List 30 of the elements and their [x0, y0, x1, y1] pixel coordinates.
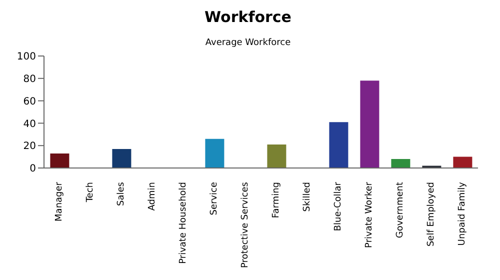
bar: [453, 156, 472, 168]
y-tick-label: 20: [23, 141, 36, 152]
bar: [360, 80, 380, 168]
y-tick-label: 60: [23, 96, 36, 108]
bar: [391, 159, 410, 168]
x-tick-label: Tech: [86, 182, 96, 204]
chart-title: Workforce: [204, 8, 292, 28]
x-tick-label: Private Worker: [364, 182, 374, 248]
x-tick-label: Government: [396, 182, 406, 238]
x-tick-label: Manager: [54, 182, 64, 222]
x-tick-label: Private Household: [178, 182, 188, 264]
bar: [329, 122, 348, 168]
bar: [112, 148, 132, 168]
x-tick-label: Protective Services: [240, 182, 250, 268]
bar: [205, 138, 224, 168]
x-tick-label: Blue-Collar: [334, 182, 344, 232]
chart-subtitle: Average Workforce: [204, 38, 292, 50]
x-tick-label: Skilled: [302, 182, 312, 212]
x-tick-label: Self Employed: [426, 182, 436, 247]
x-tick-label: Sales: [116, 182, 126, 206]
x-tick-label: Unpaid Family: [458, 181, 468, 246]
x-tick-label: Farming: [272, 182, 282, 218]
x-tick-label: Service: [210, 182, 220, 216]
x-tick-label: Admin: [148, 182, 158, 211]
y-tick-label: 100: [16, 52, 36, 63]
bar: [50, 153, 70, 168]
y-tick-label: 80: [23, 74, 36, 85]
y-tick-label: 40: [23, 118, 36, 130]
bar: [267, 144, 286, 168]
y-tick-label: 0: [30, 164, 36, 175]
